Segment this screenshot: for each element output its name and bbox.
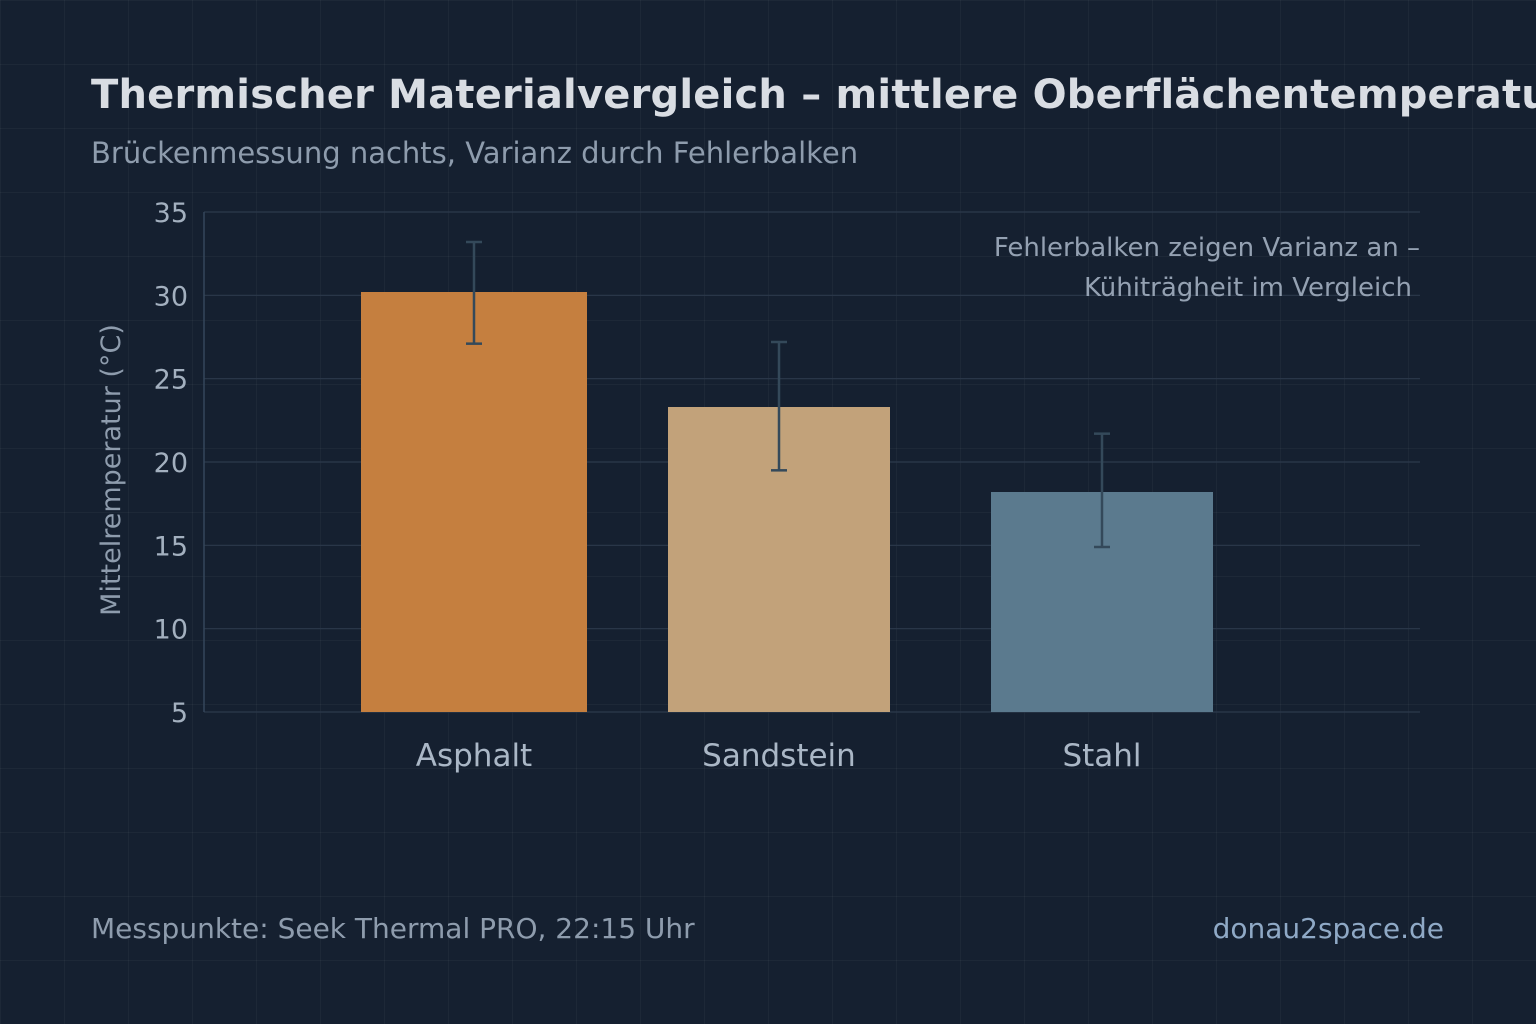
chart-subtitle: Brückenmessung nachts, Varianz durch Feh… [91,136,859,170]
footer-site-link[interactable]: donau2space.de [1212,912,1444,945]
annotation-line-2: Kühiträgheit im Vergleich [1084,273,1412,303]
x-tick-label: Stahl [1062,738,1141,774]
y-tick-label: 25 [154,365,188,396]
error-bar-layer [466,240,1110,549]
y-axis-label: Mittelremperatur (°C) [96,324,127,616]
footer-source: Messpunkte: Seek Thermal PRO, 22:15 Uhr [91,912,695,945]
y-tick-label: 15 [154,531,188,562]
x-tick-label: Asphalt [416,738,532,774]
y-tick-label: 35 [154,198,188,229]
chart-title: Thermischer Materialvergleich – mittlere… [91,72,1536,118]
x-tick-label: Sandstein [702,738,856,774]
axis-layer: 5 10 15 20 25 30 35 Asphalt Sandstein Stahl Mittel… [96,198,1142,774]
y-tick-label: 20 [154,448,188,479]
y-tick-label: 30 [154,281,188,312]
y-tick-label: 10 [154,615,188,646]
bar-asphalt [361,292,587,712]
y-tick-label: 5 [171,698,188,729]
annotation: Fehlerbalken zeigen Varianz an – Kühiträ… [900,228,1420,308]
annotation-line-1: Fehlerbalken zeigen Varianz an – [993,233,1420,263]
bar-layer [361,292,1213,712]
